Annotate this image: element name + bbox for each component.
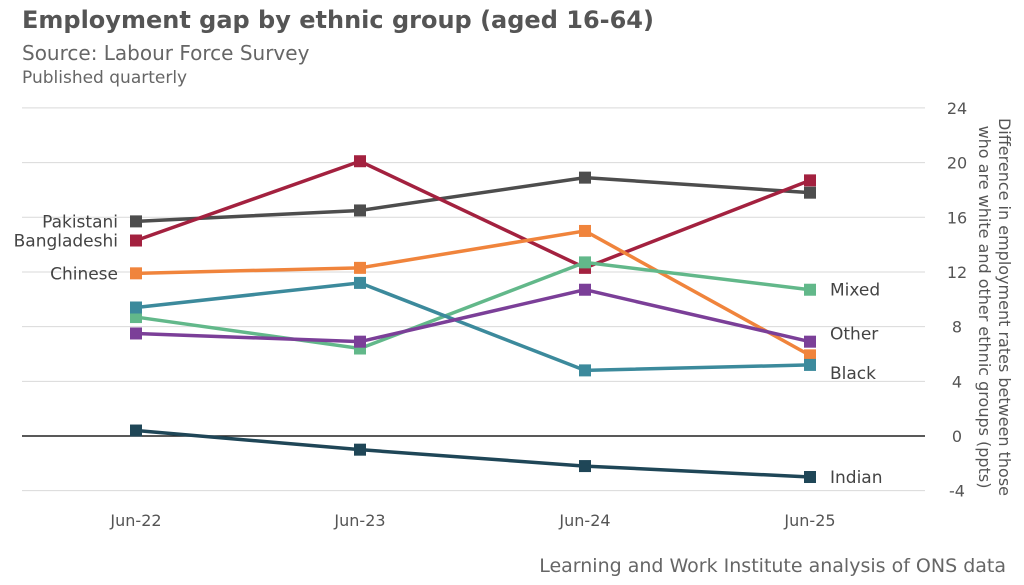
data-point-black — [804, 358, 816, 371]
chart-footer: Learning and Work Institute analysis of … — [539, 555, 1006, 577]
series-label-black: Black — [830, 364, 876, 384]
data-point-chinese — [579, 224, 591, 237]
y-axis-label-line: Difference in employment rates between t… — [995, 118, 1014, 496]
y-axis-label-line: who are white and other ethnic groups (p… — [975, 126, 994, 489]
data-point-bangladeshi — [804, 174, 816, 187]
data-point-indian — [130, 424, 142, 437]
y-tick-label: -4 — [949, 482, 965, 501]
y-axis-label: Difference in employment rates between t… — [975, 118, 1014, 496]
series-line-mixed — [135, 260, 811, 351]
data-point-chinese — [354, 261, 366, 274]
chart-note: Published quarterly — [22, 68, 188, 88]
series-line-pakistani — [135, 175, 811, 224]
data-point-other — [354, 335, 366, 348]
data-point-black — [579, 364, 591, 377]
data-point-bangladeshi — [354, 155, 366, 168]
x-tick-label: Jun-22 — [109, 511, 161, 530]
data-point-other — [579, 283, 591, 296]
data-point-pakistani — [130, 215, 142, 228]
y-tick-label: 0 — [952, 427, 962, 446]
data-point-chinese — [130, 267, 142, 280]
series-label-other: Other — [830, 325, 878, 345]
data-point-other — [804, 335, 816, 348]
data-point-indian — [804, 471, 816, 484]
data-point-chinese — [804, 349, 816, 362]
y-tick-label: 4 — [952, 372, 962, 391]
y-tick-label: 8 — [952, 318, 962, 337]
series-label-bangladeshi: Bangladeshi — [14, 232, 118, 252]
series-label-indian: Indian — [830, 468, 883, 488]
data-point-mixed — [579, 256, 591, 269]
chart-title: Employment gap by ethnic group (aged 16-… — [22, 6, 654, 34]
chart-subtitle: Source: Labour Force Survey — [22, 41, 310, 65]
y-tick-label: 20 — [947, 154, 967, 173]
data-point-pakistani — [579, 171, 591, 184]
series-line-chinese — [135, 229, 811, 357]
x-tick-label: Jun-23 — [333, 511, 385, 530]
data-point-pakistani — [354, 204, 366, 217]
data-point-indian — [354, 443, 366, 456]
data-point-other — [130, 327, 142, 340]
series-line-other — [135, 287, 811, 344]
data-point-black — [354, 276, 366, 289]
data-point-pakistani — [804, 186, 816, 199]
data-point-mixed — [804, 283, 816, 296]
x-tick-label: Jun-25 — [783, 511, 835, 530]
series-line-bangladeshi — [135, 159, 811, 270]
data-point-bangladeshi — [130, 234, 142, 247]
x-tick-label: Jun-24 — [558, 511, 610, 530]
y-tick-label: 12 — [947, 263, 967, 282]
y-tick-label: 16 — [947, 208, 967, 227]
series-line-indian — [135, 428, 811, 479]
series-label-pakistani: Pakistani — [42, 212, 118, 232]
data-point-indian — [579, 460, 591, 473]
series-label-mixed: Mixed — [830, 281, 880, 301]
data-point-black — [130, 301, 142, 314]
series-line-black — [135, 281, 811, 373]
data-point-mixed — [130, 311, 142, 324]
series-label-chinese: Chinese — [50, 264, 118, 284]
y-tick-label: 24 — [947, 99, 967, 118]
